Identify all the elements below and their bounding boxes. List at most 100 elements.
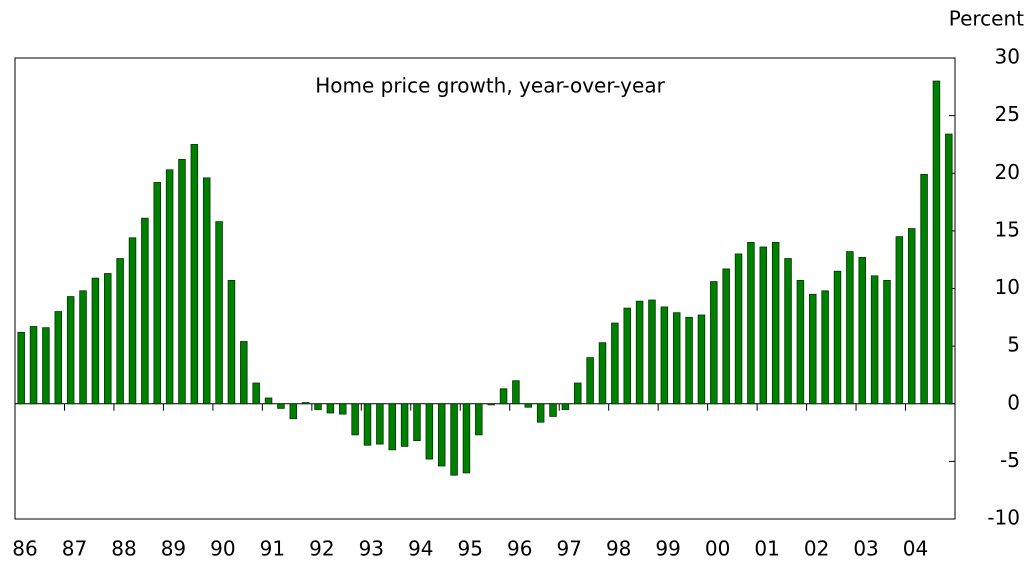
bar [29, 326, 38, 405]
bar [586, 357, 594, 405]
chart-title: Home price growth, year-over-year [315, 74, 665, 98]
x-tick-label: 91 [260, 537, 285, 561]
y-tick-label: 5 [1007, 333, 1020, 357]
bar [722, 268, 730, 405]
x-tick-label: 92 [309, 537, 334, 561]
bar [907, 228, 916, 405]
bar [202, 177, 211, 405]
bar [685, 316, 693, 405]
bar [512, 380, 520, 405]
bar [574, 382, 582, 405]
bar [895, 236, 904, 405]
y-tick-label: -10 [987, 506, 1020, 530]
bar [660, 306, 669, 405]
bar [339, 403, 347, 415]
bar [425, 403, 434, 460]
x-tick-label: 03 [853, 537, 878, 561]
x-tick-label: 96 [507, 537, 532, 561]
bar [240, 341, 248, 405]
bar [351, 403, 359, 436]
x-tick-label: 97 [556, 537, 581, 561]
bar [697, 314, 706, 405]
bar [846, 251, 854, 405]
bar [549, 403, 557, 417]
bar [635, 300, 644, 405]
bar [734, 253, 743, 405]
x-tick-label: 95 [458, 537, 483, 561]
x-tick-label: 98 [606, 537, 631, 561]
bar [252, 382, 260, 405]
bar [190, 144, 199, 405]
bar [437, 403, 446, 467]
bar [487, 403, 495, 406]
y-tick-label: 30 [995, 45, 1020, 69]
bar [277, 403, 285, 409]
x-tick-label: 89 [161, 537, 186, 561]
bar [920, 174, 928, 405]
y-tick-label: 25 [995, 102, 1020, 126]
bar [42, 327, 50, 405]
bar [809, 293, 817, 405]
bar [227, 280, 236, 405]
bar [178, 159, 186, 405]
x-tick-label: 86 [12, 537, 37, 561]
bar [648, 299, 656, 405]
x-tick-label: 00 [705, 537, 730, 561]
bar [536, 403, 545, 423]
bar [17, 331, 25, 405]
x-tick-label: 99 [655, 537, 680, 561]
bar [215, 221, 223, 405]
bar [450, 403, 458, 476]
bar [264, 397, 273, 405]
bar [413, 403, 421, 442]
y-tick-label: 15 [995, 217, 1020, 241]
x-tick-label: 88 [111, 537, 136, 561]
bar [376, 403, 384, 445]
bar [784, 258, 792, 405]
bar [833, 270, 842, 405]
bar [66, 296, 75, 405]
bar [623, 307, 631, 405]
y-tick-label: 0 [1007, 390, 1020, 414]
bar [932, 80, 941, 405]
bar [363, 403, 372, 446]
y-tick-label: -5 [1000, 448, 1020, 472]
x-tick-label: 02 [804, 537, 829, 561]
x-tick-label: 01 [754, 537, 779, 561]
bar [153, 182, 161, 405]
bar [858, 256, 866, 405]
bar [524, 403, 533, 408]
bar [141, 217, 149, 405]
bar [301, 402, 310, 405]
bar [747, 241, 755, 405]
y-axis-label: Percent [949, 7, 1024, 31]
bar [796, 280, 805, 405]
bar [314, 403, 322, 410]
bar [91, 277, 100, 405]
bar [462, 403, 471, 474]
bar [388, 403, 396, 451]
bar [165, 169, 174, 405]
y-tick-label: 20 [995, 160, 1020, 184]
x-tick-label: 94 [408, 537, 433, 561]
bar [821, 290, 829, 405]
bar [561, 403, 570, 410]
bar [79, 290, 87, 405]
x-tick-label: 90 [210, 537, 235, 561]
y-tick-label: 10 [995, 275, 1020, 299]
bar [672, 312, 681, 405]
bar [499, 388, 508, 405]
bar [116, 258, 124, 405]
bar [883, 280, 891, 405]
bar [128, 237, 137, 405]
bar [945, 133, 953, 405]
bar [104, 273, 112, 405]
bar [400, 403, 409, 447]
x-tick-label: 87 [62, 537, 87, 561]
bar [326, 403, 335, 414]
bar [598, 342, 607, 405]
x-tick-label: 04 [903, 537, 928, 561]
bar [54, 311, 63, 405]
bar [771, 241, 780, 405]
